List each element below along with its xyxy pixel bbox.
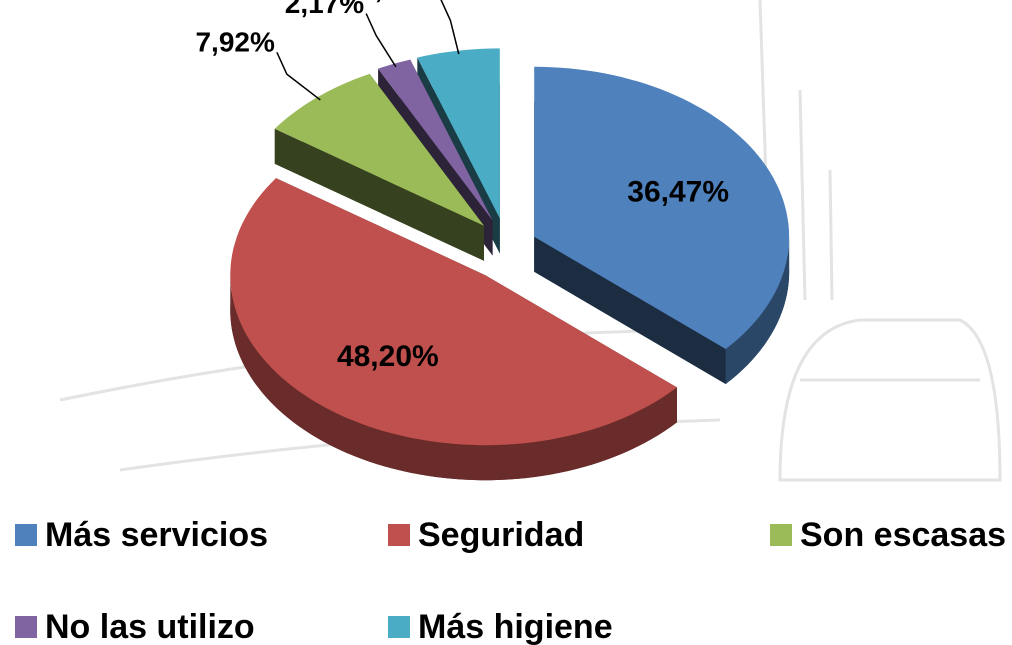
data-label: 2,17%	[285, 0, 364, 19]
slice-wall	[230, 275, 677, 481]
legend-swatch	[388, 616, 410, 638]
slice	[417, 48, 500, 219]
leader-line	[440, 0, 460, 55]
data-label: 7,92%	[195, 27, 274, 58]
legend-label: No las utilizo	[45, 608, 255, 645]
data-label: 5,24%	[359, 0, 438, 4]
legend-swatch	[388, 524, 410, 546]
slice-side	[534, 236, 726, 384]
leader-line	[365, 13, 397, 68]
data-label: 48,20%	[337, 340, 439, 373]
legend-label: Son escasas	[800, 516, 1006, 554]
slice	[378, 59, 493, 221]
slice	[534, 66, 790, 350]
slice	[274, 73, 484, 226]
legend-swatch	[15, 524, 37, 546]
slice	[230, 178, 677, 446]
legend-swatch	[15, 616, 37, 638]
data-label: 36,47%	[627, 175, 729, 208]
legend-swatch	[770, 524, 792, 546]
slice-wall	[725, 236, 790, 384]
slice-side	[274, 128, 484, 261]
legend-label: Seguridad	[418, 516, 584, 554]
leader-line	[276, 51, 321, 101]
legend-label: Más higiene	[418, 608, 613, 645]
legend-label: Más servicios	[45, 516, 268, 554]
